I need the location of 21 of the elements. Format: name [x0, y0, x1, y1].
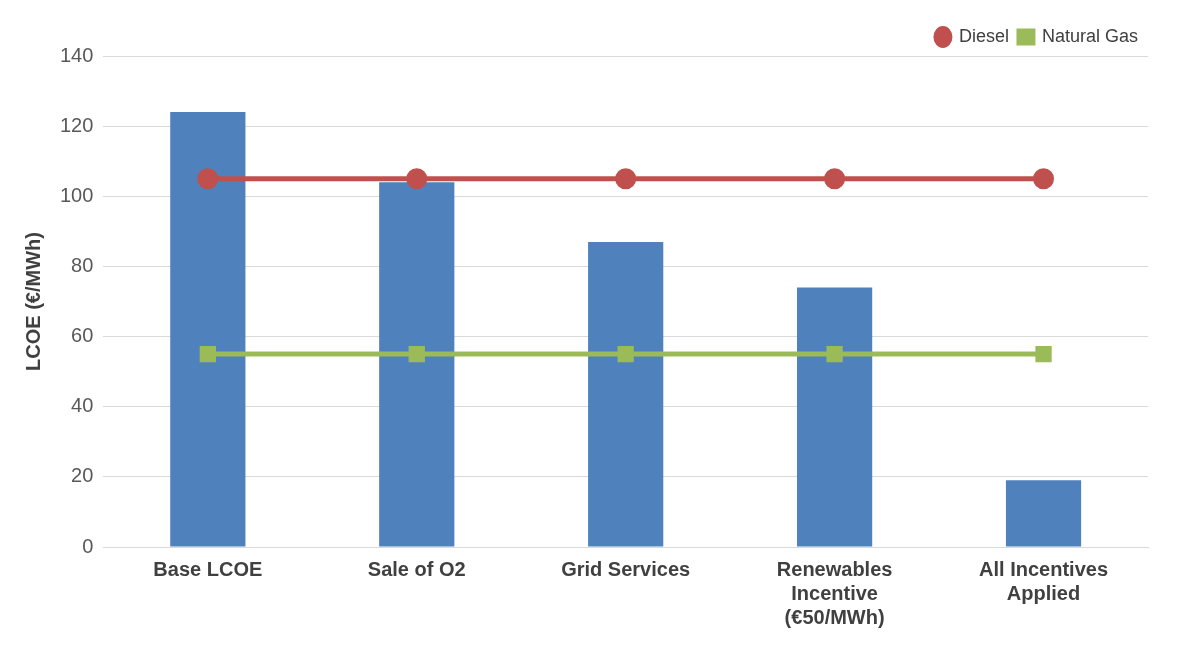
y-tick-label: 120 [59, 113, 94, 136]
bar [588, 241, 664, 547]
y-tick-label: 40 [71, 394, 94, 417]
bar [379, 182, 455, 547]
y-tick-label: 80 [71, 253, 94, 276]
bar [1005, 480, 1082, 547]
y-tick-label: 0 [82, 534, 94, 557]
y-tick-label: 100 [59, 183, 94, 206]
legend-label: Diesel [958, 25, 1009, 46]
y-axis-title: LCOE (€/MWh) [21, 232, 44, 371]
y-tick-label: 60 [71, 324, 94, 347]
x-tick-label: Sale of O2 [367, 557, 466, 580]
y-tick-label: 20 [71, 464, 94, 487]
x-tick-label: Base LCOE [153, 557, 263, 580]
y-tick-label: 140 [59, 43, 94, 66]
x-tick-label: All Incentives Applied [979, 557, 1109, 604]
legend-label: Natural Gas [1041, 25, 1139, 46]
bar [797, 287, 873, 547]
x-tick-label: Renewables Incentive (€50/MWh) [776, 557, 893, 628]
x-tick-label: Grid Services [561, 557, 691, 580]
bar [170, 112, 246, 547]
